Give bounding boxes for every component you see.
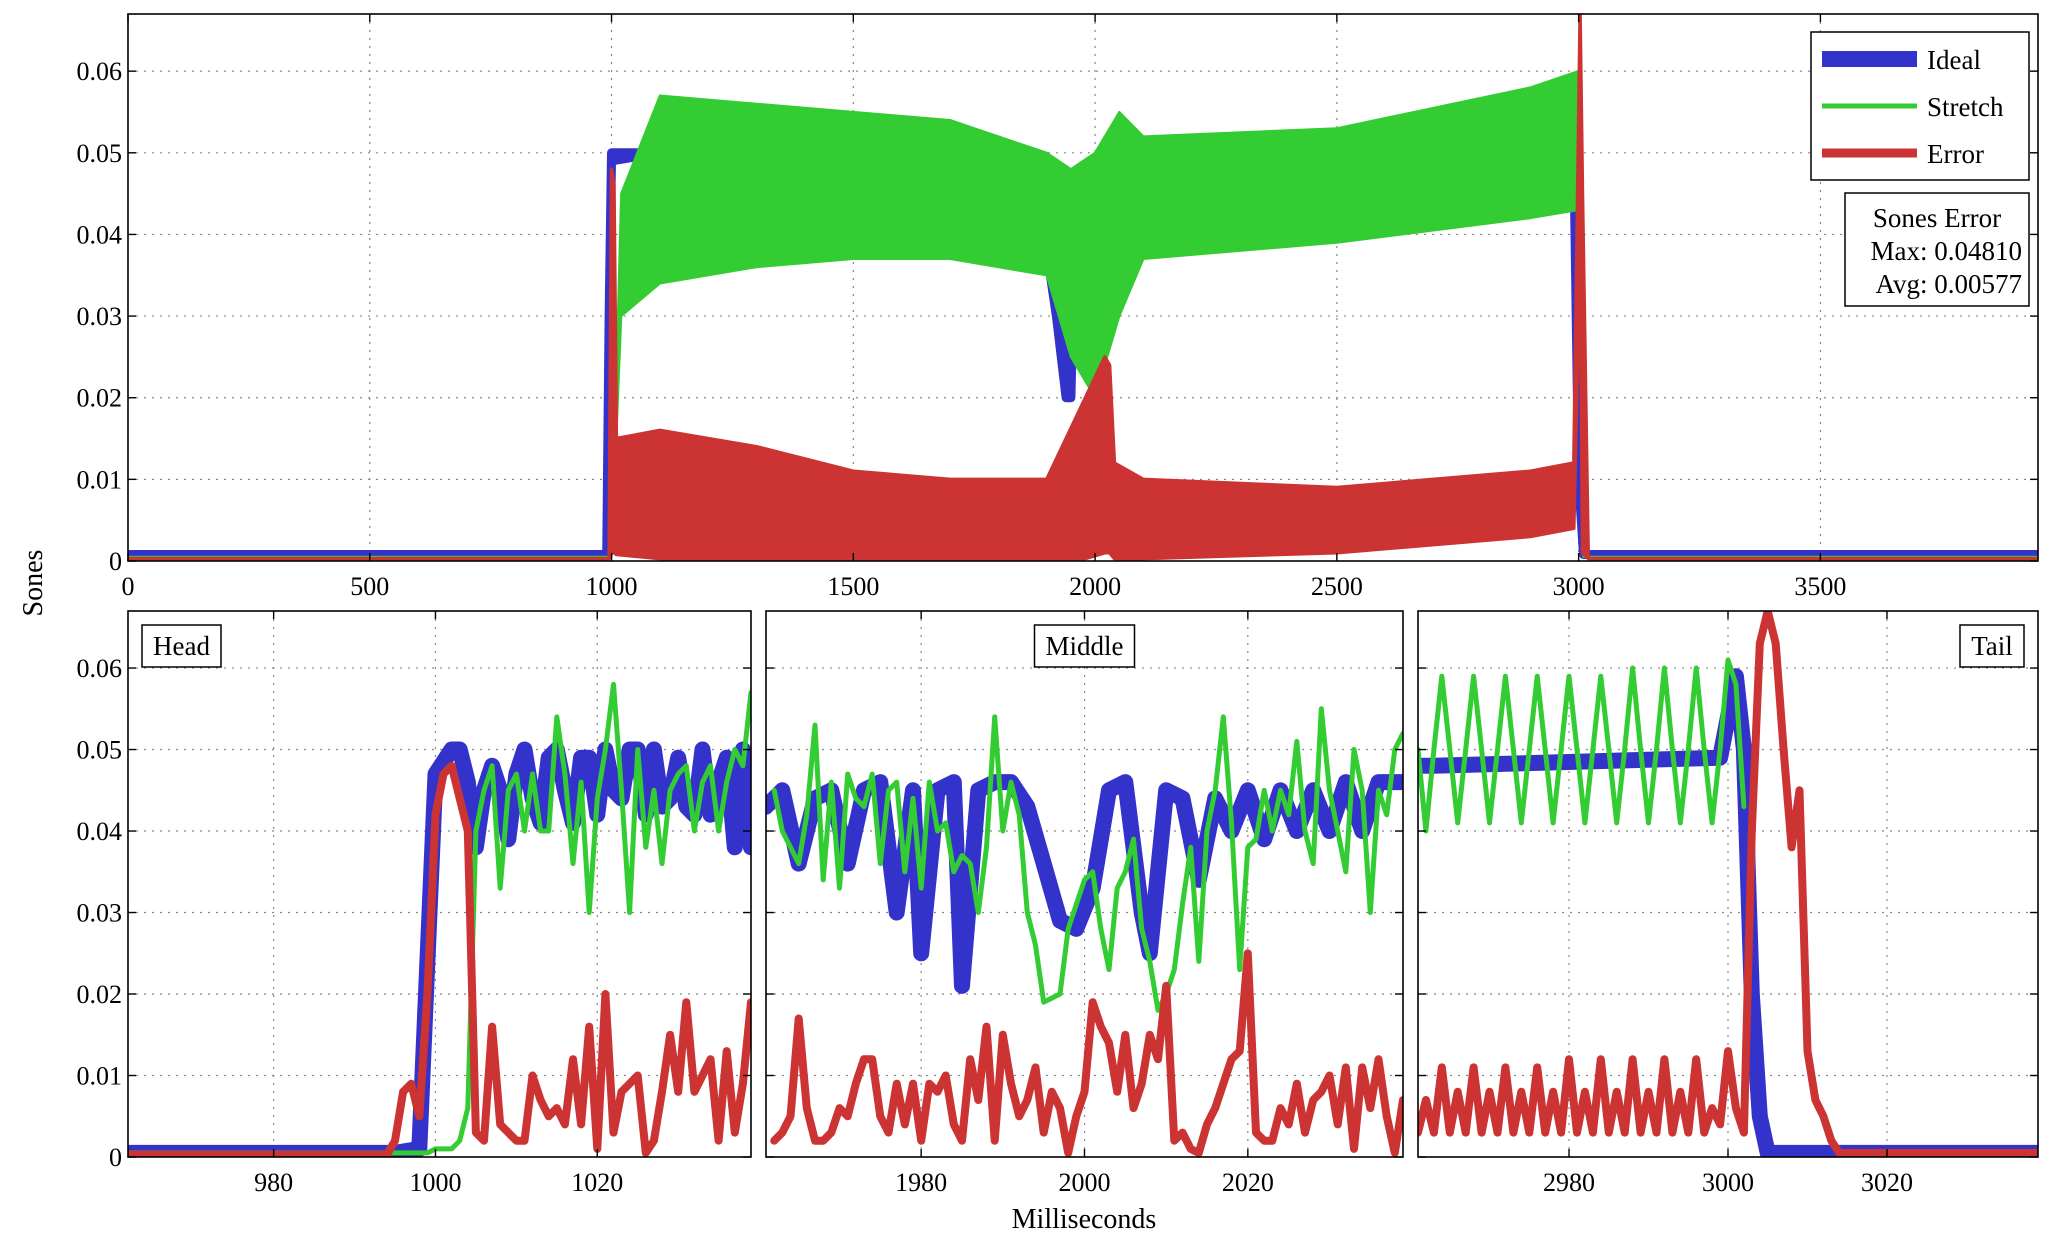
overview-xtick-label: 2500	[1311, 572, 1363, 601]
overview-ytick-label: 0.05	[77, 139, 123, 168]
head-ytick-label: 0.01	[77, 1062, 123, 1091]
head-xtick-label: 1000	[409, 1168, 461, 1197]
overview-ytick-label: 0.02	[77, 384, 123, 413]
head-ytick-label: 0.02	[77, 980, 123, 1009]
head-ytick-label: 0.06	[77, 654, 123, 683]
tail-plot-area	[1418, 611, 2038, 1157]
overview-ytick-label: 0.06	[77, 57, 123, 86]
middle-xtick-label: 2020	[1222, 1168, 1274, 1197]
overview-ytick-label: 0.03	[77, 302, 123, 331]
head-axes-frame	[127, 610, 752, 1158]
tail-panel-title: Tail	[1971, 631, 2013, 661]
middle-series-stretch	[771, 706, 1403, 1013]
overview-series-stretch	[128, 70, 2038, 558]
head-ytick-label: 0	[109, 1143, 122, 1172]
tail-xtick-label: 2980	[1543, 1168, 1595, 1197]
overview-panel: 0 500 1000 1500 2000 2500 3000 3500 0 0.01 0.02 0.0…	[77, 13, 2039, 601]
legend-label-stretch: Stretch	[1927, 92, 2004, 122]
head-plot-area	[128, 681, 751, 1157]
head-xtick-label: 1020	[571, 1168, 623, 1197]
head-ytick-label: 0.05	[77, 736, 123, 765]
error-stats-box: Sones Error Max: 0.04810 Avg: 0.00577	[1844, 192, 2030, 307]
overview-xtick-label: 3500	[1794, 572, 1846, 601]
x-axis-title: Milliseconds	[1012, 1204, 1157, 1235]
legend: Ideal Stretch Error	[1810, 31, 2030, 181]
head-ytick-label: 0.03	[77, 899, 123, 928]
error-stats-frame	[1844, 192, 2030, 307]
legend-label-error: Error	[1927, 139, 1984, 169]
tail-series-stretch	[1418, 657, 1747, 834]
overview-ytick-label: 0.04	[77, 220, 123, 249]
middle-panel-title-box	[1033, 624, 1136, 668]
middle-xtick-label: 1980	[895, 1168, 947, 1197]
overview-ytick-label: 0	[109, 547, 122, 576]
head-series-error	[128, 761, 751, 1157]
tail-xtick-label: 3000	[1702, 1168, 1754, 1197]
head-series-stretch	[128, 681, 751, 1156]
head-panel-title: Head	[153, 631, 210, 661]
error-stats-avg: Avg: 0.00577	[1876, 269, 2023, 299]
legend-label-ideal: Ideal	[1927, 45, 1981, 75]
overview-axes-frame	[127, 13, 2039, 562]
overview-xtick-label: 0	[122, 572, 135, 601]
middle-panel-title: Middle	[1046, 631, 1124, 661]
overview-xtick-label: 1000	[586, 572, 638, 601]
overview-ytick-label: 0.01	[77, 465, 123, 494]
overview-xtick-label: 3000	[1553, 572, 1605, 601]
tail-panel: 2980 3000 3020 Tail	[1417, 610, 2039, 1197]
tail-series-error	[1418, 611, 2038, 1157]
overview-xtick-label: 2000	[1069, 572, 1121, 601]
head-ytick-label: 0.04	[77, 817, 123, 846]
middle-panel: 1980 2000 2020 Middle	[765, 610, 1404, 1197]
tail-xtick-label: 3020	[1861, 1168, 1913, 1197]
head-panel-title-box	[141, 624, 222, 668]
head-xtick-label: 980	[254, 1168, 293, 1197]
tail-panel-title-box	[1959, 624, 2025, 668]
middle-xtick-label: 2000	[1059, 1168, 1111, 1197]
overview-xtick-label: 1500	[827, 572, 879, 601]
error-stats-title: Sones Error	[1873, 203, 2001, 233]
head-panel: 980 1000 1020 0 0.01 0.02 0.03 0.04 0.05 0.06 Head	[77, 610, 752, 1197]
error-stats-max: Max: 0.04810	[1871, 236, 2023, 266]
overview-xtick-label: 500	[350, 572, 389, 601]
middle-series-error	[770, 949, 1403, 1157]
middle-plot-area	[766, 706, 1403, 1157]
y-axis-title: Sones	[18, 550, 49, 617]
